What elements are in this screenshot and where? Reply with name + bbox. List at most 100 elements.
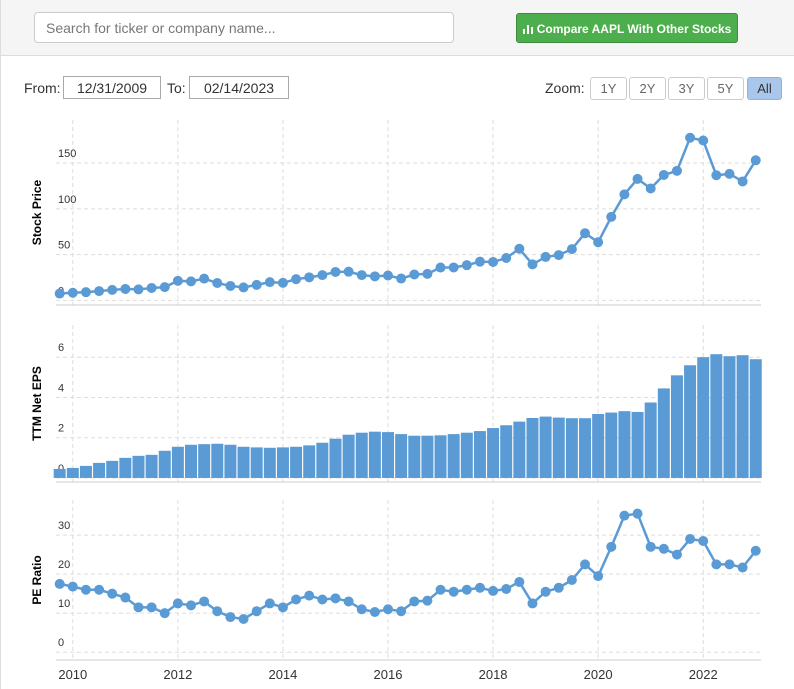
marker [671,165,682,176]
to-input[interactable]: 02/14/2023 [189,76,289,99]
bar [198,444,211,478]
bar [710,354,723,478]
header: Search for ticker or company name... Com… [1,0,794,56]
x-tick-label: 2018 [479,667,508,682]
bar [79,465,92,478]
marker [632,173,643,184]
search-box[interactable]: Search for ticker or company name... [34,12,454,43]
marker [343,266,354,277]
marker [120,283,131,294]
marker [461,584,472,595]
marker [80,584,91,595]
chart-icon [522,25,533,34]
from-label: From: [24,80,61,96]
marker [264,598,275,609]
y-tick-label: 150 [58,148,76,160]
marker [133,602,144,613]
marker [448,262,459,273]
marker [67,581,78,592]
bar [171,446,184,478]
bar [329,438,342,478]
marker [54,578,65,589]
y-tick-label: 6 [58,342,64,354]
compare-button[interactable]: Compare AAPL With Other Stocks [516,13,738,43]
marker [356,270,367,281]
marker [212,278,223,289]
marker [685,534,696,545]
marker [251,606,262,617]
y-tick-label: 50 [58,240,70,252]
marker [172,598,183,609]
zoom-button[interactable]: 1Y [590,77,627,100]
zoom-button[interactable]: 2Y [629,77,666,100]
marker [212,606,223,617]
bar [657,388,670,478]
bar [93,462,106,478]
marker [225,612,236,623]
marker [645,541,656,552]
marker [658,543,669,554]
bar [487,428,500,478]
marker [369,607,380,617]
marker [133,284,144,295]
marker [422,268,433,279]
marker [238,282,249,293]
bar [749,359,762,478]
y-tick-label: 4 [58,382,64,394]
marker [724,168,735,179]
bar [605,412,618,478]
bar [276,447,289,478]
zoom-button[interactable]: 5Y [707,77,744,100]
marker [330,266,341,277]
marker [291,594,302,605]
marker [448,586,459,597]
bar [526,417,539,478]
bar [158,450,171,478]
marker [251,279,262,290]
y-tick-label: 20 [58,559,70,571]
from-input[interactable]: 12/31/2009 [63,76,161,99]
marker [54,288,65,299]
bar [224,444,237,478]
marker [553,582,564,593]
marker [317,594,328,605]
marker [619,189,630,200]
marker [146,602,157,613]
marker [750,545,761,556]
marker [291,274,302,285]
bar [473,431,486,478]
zoom-button[interactable]: 3Y [668,77,705,100]
bar [539,416,552,478]
marker [488,585,499,596]
bar [644,402,657,478]
marker [501,583,512,594]
bar [552,417,565,478]
marker [514,576,525,587]
marker [409,269,420,280]
x-tick-label: 2022 [689,667,718,682]
marker [80,287,91,298]
zoom-button[interactable]: All [747,77,782,100]
marker [317,270,328,281]
marker [277,602,288,613]
marker [632,508,643,519]
bar [434,435,447,478]
x-tick-label: 2012 [163,667,192,682]
marker [369,271,380,282]
to-label: To: [167,80,186,96]
marker [566,575,577,585]
line [59,512,757,621]
marker [514,243,525,254]
marker [711,559,722,570]
bar [395,434,408,478]
marker [698,535,709,546]
marker [566,244,577,255]
bar [250,447,263,478]
line [59,136,757,295]
bar [237,446,250,478]
marker [461,260,472,271]
marker [474,582,485,593]
bar [565,418,578,478]
x-tick-label: 2016 [374,667,403,682]
bar [263,447,276,478]
